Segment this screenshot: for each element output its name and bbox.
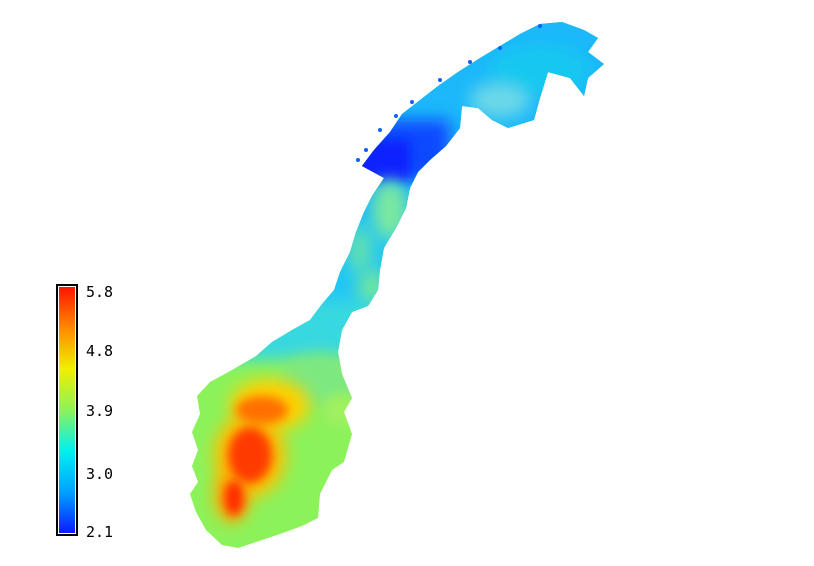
colorbar-tick-min: 2.1: [86, 523, 114, 541]
colorbar-tick-4: 3.0: [86, 465, 114, 483]
colorbar-tick-2: 4.8: [86, 342, 114, 360]
colorbar: [56, 284, 78, 536]
colorbar-gradient: [59, 287, 75, 533]
coastal-islands: [356, 24, 542, 162]
colorbar-tick-3: 3.9: [86, 402, 114, 420]
colorbar-tick-max: 5.8: [86, 283, 114, 301]
